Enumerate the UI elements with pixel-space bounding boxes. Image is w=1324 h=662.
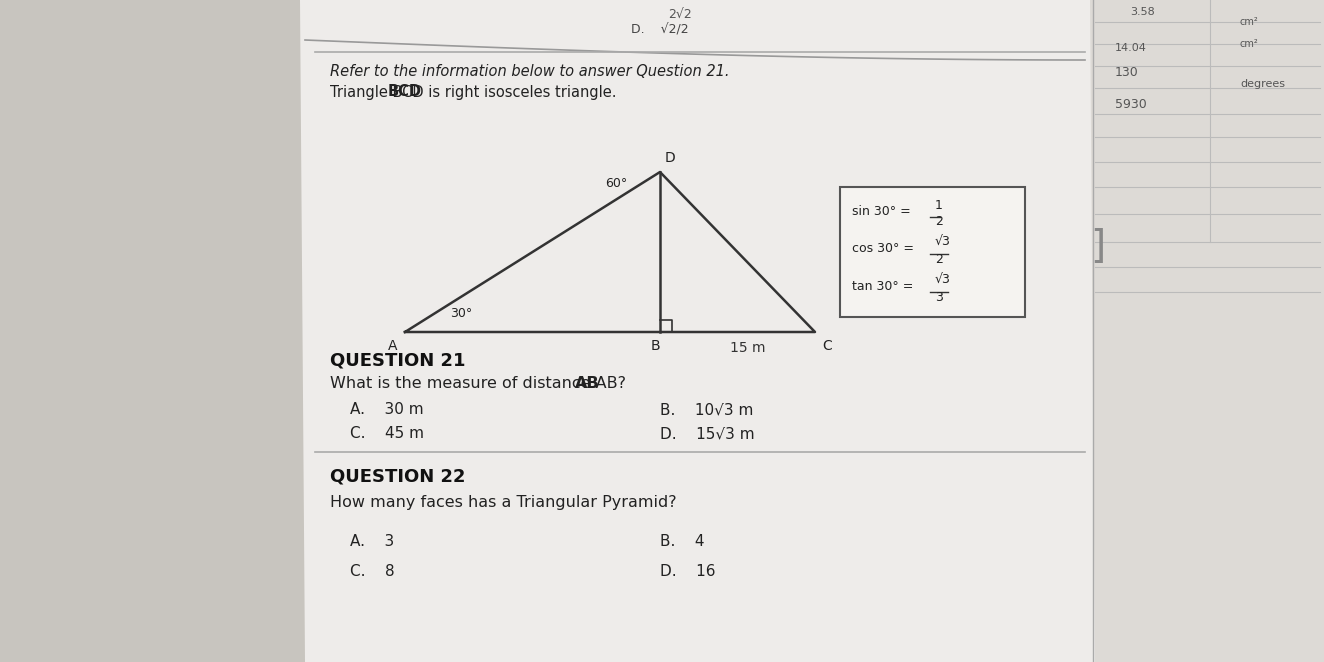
Text: 14.04: 14.04	[1115, 43, 1147, 53]
Text: C.    8: C. 8	[350, 565, 395, 579]
Text: D.    √2/2: D. √2/2	[632, 23, 688, 36]
Text: D: D	[665, 151, 675, 165]
Text: D.    16: D. 16	[659, 565, 715, 579]
Text: ]: ]	[1090, 228, 1106, 266]
Text: 30°: 30°	[450, 307, 473, 320]
Text: 60°: 60°	[605, 177, 628, 190]
Text: 15 m: 15 m	[730, 341, 765, 355]
Text: √3: √3	[935, 273, 951, 286]
Text: D.    15√3 m: D. 15√3 m	[659, 426, 755, 442]
Polygon shape	[301, 0, 1200, 662]
Bar	[839, 187, 1025, 317]
Text: cm²: cm²	[1241, 17, 1259, 27]
Text: What is the measure of distance AB?: What is the measure of distance AB?	[330, 377, 626, 391]
Text: QUESTION 22: QUESTION 22	[330, 468, 466, 486]
Text: cos 30° =: cos 30° =	[853, 242, 918, 255]
Text: A.    3: A. 3	[350, 534, 395, 549]
Text: BCD: BCD	[388, 85, 422, 99]
Text: 3.58: 3.58	[1129, 7, 1155, 17]
Text: QUESTION 21: QUESTION 21	[330, 351, 466, 369]
Text: B.    10√3 m: B. 10√3 m	[659, 402, 753, 418]
Text: 5930: 5930	[1115, 97, 1147, 111]
Text: tan 30° =: tan 30° =	[853, 280, 918, 293]
Text: 2√2: 2√2	[669, 7, 692, 21]
Text: cm²: cm²	[1241, 39, 1259, 49]
Text: sin 30° =: sin 30° =	[853, 205, 915, 218]
Text: B: B	[650, 339, 659, 353]
Text: A.    30 m: A. 30 m	[350, 402, 424, 418]
Text: degrees: degrees	[1241, 79, 1286, 89]
Text: 130: 130	[1115, 66, 1139, 79]
Polygon shape	[1090, 0, 1324, 662]
Text: Refer to the information below to answer Question 21.: Refer to the information below to answer…	[330, 64, 730, 79]
Text: AB: AB	[575, 377, 600, 391]
Text: √3: √3	[935, 235, 951, 248]
Text: Triangle BCD is right isosceles triangle.: Triangle BCD is right isosceles triangle…	[330, 85, 617, 99]
Text: B.    4: B. 4	[659, 534, 704, 549]
Text: A: A	[388, 339, 397, 353]
Text: C: C	[822, 339, 831, 353]
Text: 1: 1	[935, 199, 943, 212]
Text: C.    45 m: C. 45 m	[350, 426, 424, 442]
Text: How many faces has a Triangular Pyramid?: How many faces has a Triangular Pyramid?	[330, 495, 677, 510]
Text: 3: 3	[935, 291, 943, 304]
Text: 2: 2	[935, 253, 943, 266]
Text: 2: 2	[935, 215, 943, 228]
